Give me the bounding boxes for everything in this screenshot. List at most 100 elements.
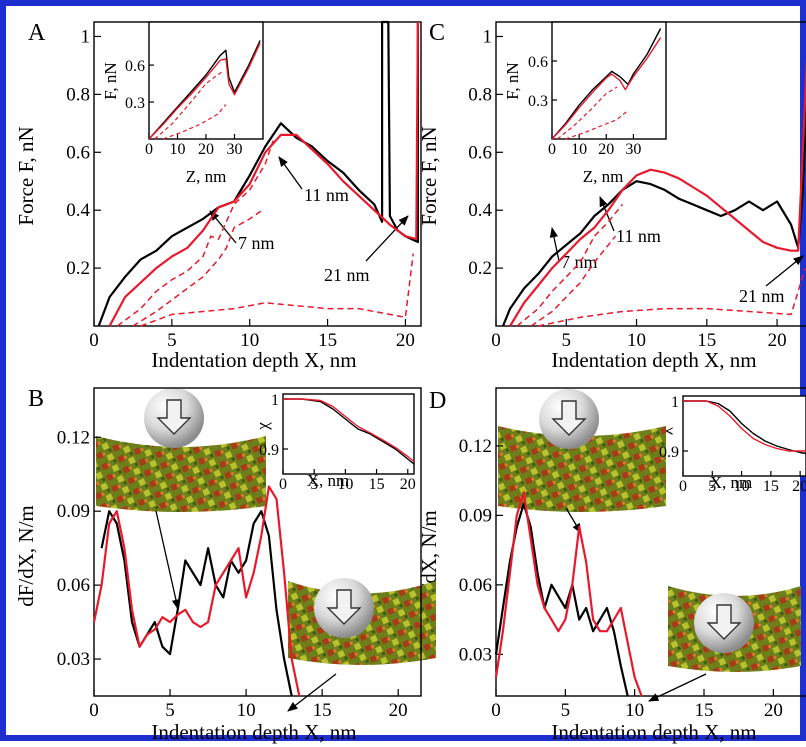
panel-c-series-3-dashed-line bbox=[530, 235, 617, 327]
inset-ylabel-b: χ bbox=[253, 422, 272, 431]
panel-d-inset-ytick-label-0: 0.9 bbox=[659, 444, 679, 461]
panel-a-series-3-dashed-line bbox=[132, 209, 263, 327]
panel-a-ytick-label-1: 0.4 bbox=[66, 200, 90, 221]
panel-b-inset-xtick-label-3: 15 bbox=[369, 476, 385, 493]
panel-a-inset-xtick-label-1: 10 bbox=[170, 141, 186, 158]
panel-d-inset-background bbox=[683, 396, 806, 476]
panel-d-ytick-label-0: 0.03 bbox=[459, 644, 492, 665]
panel-c-inset-xtick-label-1: 10 bbox=[571, 141, 587, 158]
panel-b-ytick-label-0: 0.03 bbox=[57, 649, 90, 670]
annotation-c-11nm: 11 nm bbox=[616, 226, 661, 246]
arrow-b-top-snapshot bbox=[155, 510, 181, 611]
panel-c-inset-series-2-dashed-line bbox=[557, 86, 618, 140]
panel-a-series-4-dashed-line bbox=[140, 253, 414, 327]
inset-ylabel-a: F, nN bbox=[101, 62, 120, 99]
arrow-c-21nm bbox=[765, 255, 804, 287]
panel-a-ytick-label-3: 0.8 bbox=[66, 84, 90, 105]
panel-b-series-0-line bbox=[100, 510, 293, 697]
panel-c-series-4-dashed-line bbox=[538, 267, 806, 327]
panel-b-inset-ytick-label-1: 1 bbox=[271, 392, 279, 409]
arrow-a-21nm bbox=[365, 215, 409, 262]
panel-b-xtick-label-3: 15 bbox=[313, 700, 332, 721]
panel-b-inset-xtick-label-0: 0 bbox=[279, 476, 287, 493]
panel-b-inset-xtick-label-2: 10 bbox=[337, 476, 353, 493]
panel-c-inset-xtick-label-0: 0 bbox=[548, 141, 556, 158]
inset-xlabel-b: X, nm bbox=[307, 471, 350, 490]
inset-xlabel-a: Z, nm bbox=[186, 167, 227, 186]
fiber-snapshot-b-bottom bbox=[288, 578, 436, 665]
panel-b-xtick-label-0: 0 bbox=[89, 700, 99, 721]
arrow-d-bottom-snapshot bbox=[648, 673, 707, 702]
arrow-c-11nm bbox=[599, 196, 615, 232]
panel-c-ytick-label-3: 0.8 bbox=[468, 84, 492, 105]
inset-xlabel-c: Z, nm bbox=[583, 167, 624, 186]
panel-b-frame bbox=[93, 387, 422, 697]
panel-d-inset-xtick-label-0: 0 bbox=[679, 478, 687, 495]
panel-letter-c: C bbox=[429, 20, 445, 46]
panel-c-series-1-line bbox=[509, 56, 806, 327]
panel-c-xtick-label-3: 15 bbox=[697, 330, 716, 351]
panel-b-inset-ytick-label-0: 0.9 bbox=[259, 442, 279, 459]
arrow-c-7nm bbox=[549, 226, 560, 262]
panel-c-inset-xtick-label-2: 20 bbox=[598, 141, 614, 158]
panel-a-inset-xtick-label-2: 20 bbox=[198, 141, 214, 158]
panel-b-series-1-line bbox=[92, 485, 301, 697]
panel-c-ytick-label-1: 0.4 bbox=[468, 200, 492, 221]
arrow-a-11nm bbox=[278, 156, 303, 190]
xlabel-c: Indentation depth X, nm bbox=[551, 348, 756, 372]
panel-b-xtick-label-2: 10 bbox=[237, 700, 256, 721]
panel-d-inset-frame bbox=[682, 395, 806, 477]
panel-d-xtick-label-2: 10 bbox=[625, 700, 644, 721]
panel-c-inset-series-0-line bbox=[551, 28, 662, 140]
annotation-c-21nm: 21 nm bbox=[739, 286, 785, 306]
panel-a-inset-xtick-label-3: 30 bbox=[227, 141, 243, 158]
xlabel-a: Indentation depth X, nm bbox=[151, 348, 356, 372]
panel-d-xtick-label-3: 15 bbox=[695, 700, 714, 721]
panel-a-ytick-label-2: 0.6 bbox=[66, 142, 90, 163]
panel-a-xtick-label-0: 0 bbox=[89, 330, 99, 351]
inset-xlabel-d: X, nm bbox=[710, 473, 753, 492]
panel-d-xtick-label-4: 20 bbox=[764, 700, 783, 721]
ylabel-b: dF/dX, N/m bbox=[14, 505, 38, 607]
panel-a-inset-series-3-dashed-line bbox=[163, 104, 227, 140]
inset-ylabel-c: F, nN bbox=[503, 62, 522, 99]
panel-a-series-0-line bbox=[97, 20, 419, 327]
panel-b-xtick-label-4: 20 bbox=[389, 700, 408, 721]
panel-c-ytick-label-0: 0.2 bbox=[468, 258, 492, 279]
arrow-b-bottom-snapshot bbox=[287, 673, 337, 712]
panel-d-ytick-label-3: 0.12 bbox=[459, 436, 492, 457]
panel-c-ytick-label-4: 1 bbox=[483, 26, 493, 47]
panel-b-inset-xtick-label-4: 20 bbox=[400, 476, 416, 493]
panel-a-inset-xtick-label-0: 0 bbox=[145, 141, 153, 158]
panel-b-ytick-label-1: 0.06 bbox=[57, 575, 90, 596]
panel-c-inset-ytick-label-1: 0.6 bbox=[528, 54, 548, 71]
panel-d-inset-xtick-label-4: 20 bbox=[792, 478, 806, 495]
panel-d-inset-ytick-label-1: 1 bbox=[671, 394, 679, 411]
panel-c-inset-xtick-label-3: 30 bbox=[625, 141, 641, 158]
panel-a-xtick-label-1: 5 bbox=[167, 330, 177, 351]
fiber-snapshot-d-bottom bbox=[668, 586, 801, 672]
panel-a-series-2-dashed-line bbox=[116, 140, 274, 327]
panel-a-inset-series-1-line bbox=[148, 42, 261, 140]
panel-d-inset-xtick-label-1: 5 bbox=[708, 478, 716, 495]
annotation-c-7nm: 7 nm bbox=[561, 252, 598, 272]
panel-d-xtick-label-0: 0 bbox=[491, 700, 501, 721]
panel-c-series-0-line bbox=[501, 98, 806, 327]
panel-d-series-1-line bbox=[494, 491, 643, 697]
xlabel-d: Indentation depth X, nm bbox=[551, 720, 756, 744]
panel-b-ytick-label-3: 0.12 bbox=[57, 427, 90, 448]
panel-c-inset-series-1-line bbox=[551, 37, 662, 140]
panel-d-xtick-label-1: 5 bbox=[561, 700, 571, 721]
panel-a-inset-ytick-label-1: 0.6 bbox=[125, 58, 145, 75]
panel-letter-b: B bbox=[28, 386, 44, 412]
panel-a-ytick-label-0: 0.2 bbox=[66, 258, 90, 279]
panel-b-inset-xtick-label-1: 5 bbox=[310, 476, 318, 493]
panel-d-ytick-label-1: 0.06 bbox=[459, 575, 492, 596]
arrow-a-7nm bbox=[209, 210, 237, 244]
panel-b-xtick-label-1: 5 bbox=[165, 700, 175, 721]
panel-c-series-2-dashed-line bbox=[516, 203, 624, 327]
panel-b-inset-series-1-line bbox=[283, 398, 415, 463]
annotation-a-11nm: 11 nm bbox=[304, 185, 349, 205]
panel-c-inset-ytick-label-0: 0.3 bbox=[528, 93, 548, 110]
